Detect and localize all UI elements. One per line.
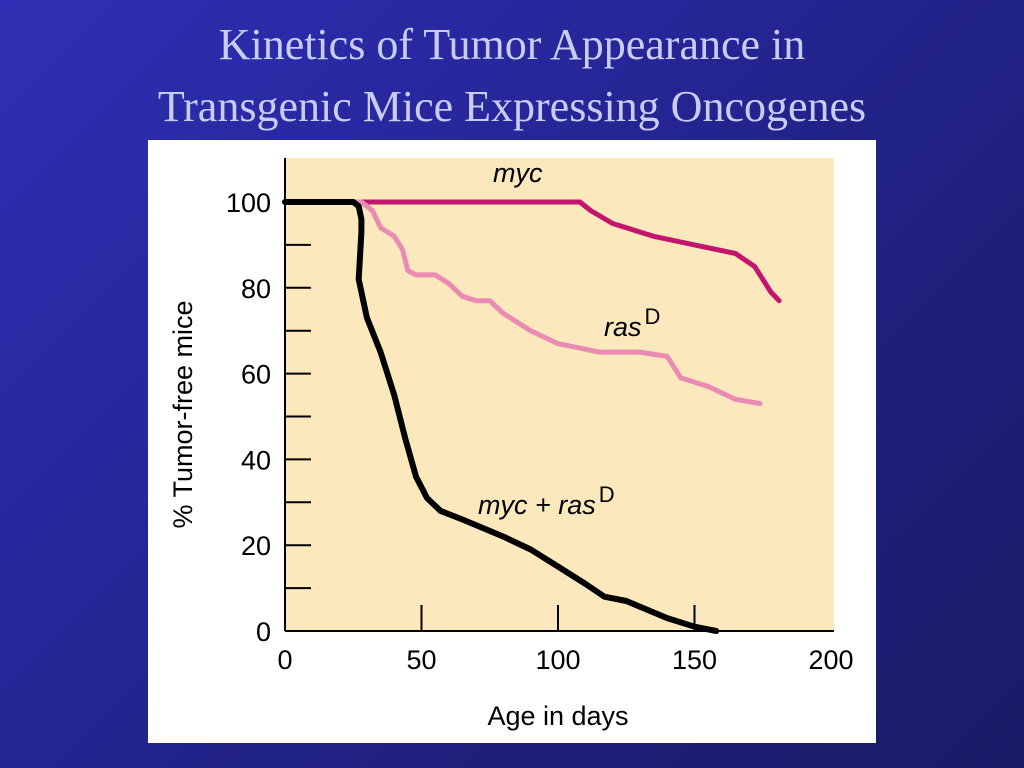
y-axis-title: % Tumor-free mice (168, 300, 198, 528)
x-tick-label: 50 (406, 645, 436, 675)
y-tick-label: 60 (241, 360, 271, 390)
y-tick-label: 80 (241, 274, 271, 304)
series-line-myc-rasd (282, 199, 720, 634)
slide-title-line-2: Transgenic Mice Expressing Oncogenes (157, 82, 867, 131)
y-tick-label: 100 (226, 188, 271, 218)
series-label-myc: myc (493, 158, 543, 188)
slide-title: Kinetics of Tumor Appearance in Transgen… (0, 14, 1024, 138)
series-label-rasd: ras D (604, 304, 660, 342)
tumor-free-survival-chart: 0 20 40 60 80 100 0 50 100 150 200 myc ras D myc + r… (168, 158, 854, 731)
plot-area (285, 158, 834, 631)
x-tick-label: 0 (277, 645, 292, 675)
x-axis-title: Age in days (487, 701, 628, 731)
y-tick-label: 40 (241, 445, 271, 475)
x-axis-ticks: 0 50 100 150 200 (277, 605, 854, 675)
series-lines (282, 199, 782, 634)
x-tick-label: 100 (535, 645, 580, 675)
y-tick-label: 20 (241, 531, 271, 561)
y-tick-label: 0 (256, 617, 271, 647)
chart-panel: 0 20 40 60 80 100 0 50 100 150 200 myc ras D myc + r… (148, 140, 876, 743)
slide-title-line-1: Kinetics of Tumor Appearance in (218, 20, 806, 69)
x-tick-label: 150 (672, 645, 717, 675)
series-labels: myc ras D myc + ras D (478, 158, 660, 520)
x-tick-label: 200 (808, 645, 853, 675)
series-label-myc-rasd: myc + ras D (478, 482, 615, 520)
series-line-myc (282, 199, 782, 304)
series-line-rasd (282, 199, 763, 407)
y-axis-ticks: 0 20 40 60 80 100 (226, 188, 311, 647)
